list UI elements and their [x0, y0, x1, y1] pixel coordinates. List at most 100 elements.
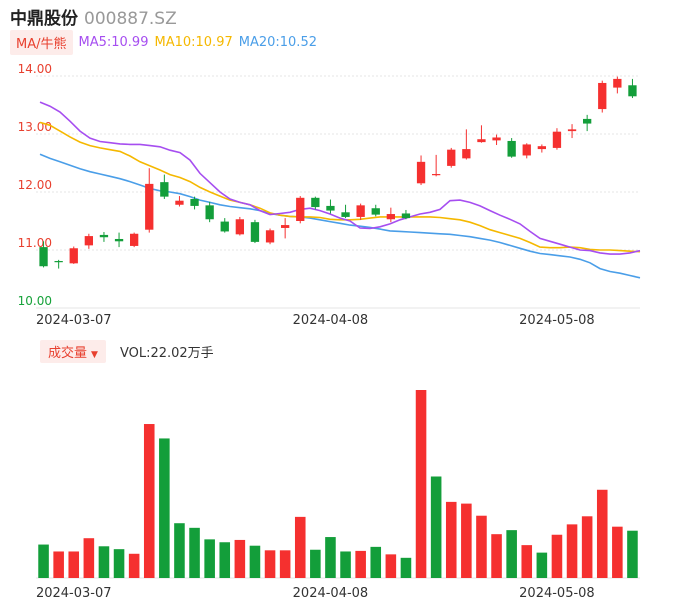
candle-body — [341, 212, 350, 217]
volume-bar — [491, 534, 502, 578]
caret-down-icon: ▼ — [91, 349, 98, 360]
candle — [341, 204, 350, 219]
candle — [552, 128, 562, 150]
volume-bar — [113, 549, 125, 578]
candle — [416, 155, 426, 186]
candle — [235, 216, 245, 236]
candle — [537, 144, 547, 153]
volume-bar — [83, 538, 95, 578]
volume-bar — [612, 526, 623, 578]
candle-body — [477, 139, 486, 143]
volume-bar — [143, 424, 155, 578]
candle — [160, 174, 169, 199]
candle — [250, 219, 260, 244]
ma10-legend: MA10:10.97 — [154, 34, 233, 50]
candle — [598, 80, 607, 113]
volume-bar — [38, 544, 49, 578]
volume-bar — [581, 516, 593, 578]
candle — [326, 199, 335, 214]
candle — [280, 218, 290, 239]
ma20-legend: MA20:10.52 — [238, 34, 317, 50]
volume-bar — [596, 489, 608, 578]
volume-bar — [159, 438, 170, 578]
volume-bar — [430, 476, 442, 578]
volume-bar — [445, 501, 457, 578]
candle — [69, 246, 78, 264]
candle-body — [492, 137, 501, 141]
candle-body — [129, 233, 139, 246]
volume-bar — [204, 539, 215, 578]
stock-name: 中鼎股份 — [10, 9, 78, 29]
volume-bar — [415, 390, 427, 578]
candle-body — [280, 225, 290, 228]
ma20-line — [39, 153, 641, 279]
volume-bars — [38, 390, 638, 578]
y-tick-label: 12.00 — [18, 178, 52, 192]
candle-body — [190, 198, 199, 206]
candle-body — [235, 219, 245, 235]
candle — [175, 196, 184, 207]
candle — [613, 76, 622, 94]
candle-body — [84, 236, 94, 246]
volume-bar — [551, 534, 563, 578]
moving-averages — [39, 101, 641, 279]
candle — [129, 232, 139, 248]
candle-body — [371, 208, 380, 215]
stock-header: 中鼎股份 000887.SZ — [10, 4, 177, 29]
ma5-line — [39, 101, 641, 255]
x-tick-label: 2024-03-07 — [36, 313, 112, 328]
candle — [114, 232, 124, 248]
volume-bar — [234, 539, 246, 578]
volume-bar — [189, 527, 200, 578]
candle-body — [582, 118, 592, 124]
candle-body — [386, 214, 396, 220]
volume-bar — [476, 515, 487, 578]
volume-bar — [68, 551, 80, 578]
candle-body — [613, 78, 622, 88]
candle-body — [145, 183, 154, 230]
candle-body — [160, 182, 169, 197]
candle — [401, 209, 411, 220]
candle — [296, 196, 305, 224]
candle — [507, 138, 516, 158]
candle — [39, 241, 48, 268]
candle-body — [296, 197, 305, 221]
x-tick-label: 2024-04-08 — [293, 313, 369, 328]
candle-body — [356, 205, 365, 217]
candle — [220, 218, 229, 233]
x-axis: 2024-03-07 2024-03-07 2024-04-08 2024-04-08… — [36, 313, 595, 601]
candle — [84, 233, 94, 249]
volume-toggle-label: 成交量 — [48, 345, 88, 361]
y-tick-label: 14.00 — [18, 62, 52, 76]
ma-toggle-button[interactable]: MA/牛熊 — [10, 29, 73, 55]
ma10-line — [39, 121, 641, 253]
candles — [39, 76, 637, 269]
volume-bar — [310, 549, 321, 578]
volume-bar — [506, 530, 517, 578]
candle — [492, 134, 501, 146]
candle-body — [552, 131, 562, 148]
candle — [265, 228, 275, 245]
volume-bar — [174, 523, 185, 578]
candle — [431, 154, 441, 177]
volume-bar — [385, 554, 397, 578]
candle-body — [114, 238, 124, 242]
volume-bar — [53, 551, 64, 578]
volume-bar — [461, 503, 472, 578]
candle-body — [537, 146, 547, 150]
candle — [54, 259, 63, 269]
volume-bar — [279, 550, 291, 578]
volume-toggle-button[interactable]: 成交量 ▼ — [40, 339, 106, 363]
ma-legend: MA/牛熊 MA5:10.99 MA10:10.97 MA20:10.52 — [10, 29, 323, 55]
candle-body — [220, 221, 229, 232]
volume-bar — [627, 530, 638, 578]
volume-bar — [264, 550, 276, 578]
candle-body — [39, 247, 48, 267]
candle-body — [598, 82, 607, 110]
candle — [567, 124, 577, 139]
candle — [447, 147, 456, 168]
y-tick-label: 13.00 — [18, 120, 52, 134]
volume-bar — [98, 546, 110, 578]
volume-bar — [370, 546, 382, 578]
